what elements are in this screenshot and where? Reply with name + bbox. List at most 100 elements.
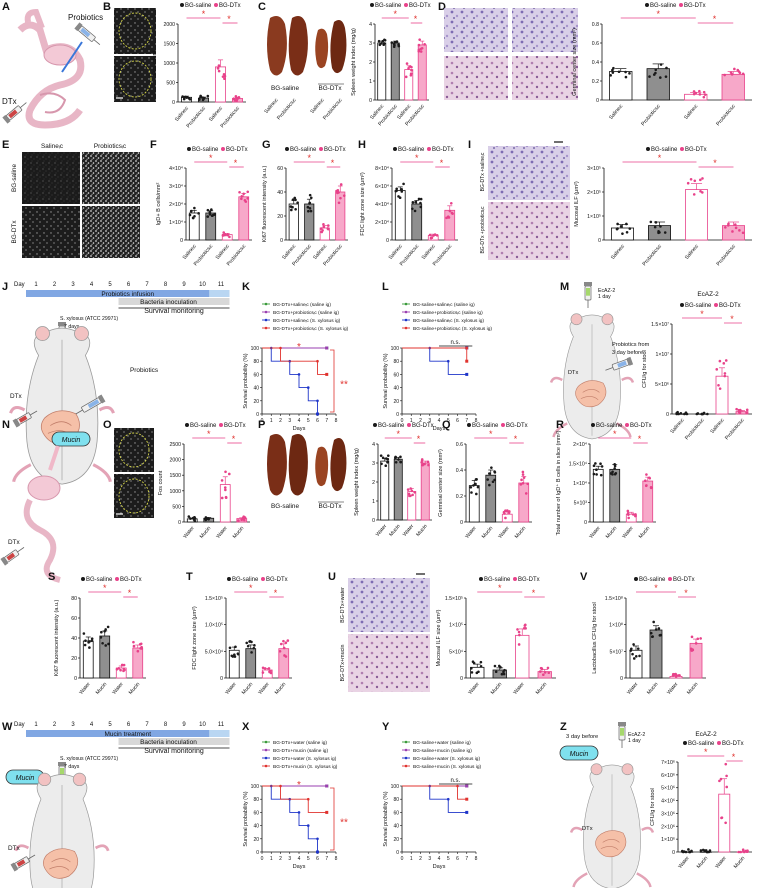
data-point xyxy=(538,670,542,673)
data-point xyxy=(411,493,414,497)
mouse-ear xyxy=(570,313,583,326)
x-tick-label: Salineᵢc xyxy=(709,417,725,435)
legend-dot-dtx xyxy=(668,577,672,581)
data-point xyxy=(600,465,604,468)
event-marker xyxy=(279,346,282,350)
data-point xyxy=(253,644,256,647)
micrograph xyxy=(512,8,578,52)
legend-dot-saline xyxy=(467,423,471,427)
sig-star: * xyxy=(498,583,502,593)
data-point xyxy=(309,196,313,200)
data-point xyxy=(665,66,668,70)
data-point xyxy=(699,849,703,852)
y-tick-label: 0 xyxy=(220,676,223,682)
mouse-gut xyxy=(43,848,79,879)
data-point xyxy=(339,183,343,186)
data-point xyxy=(526,482,529,486)
data-point xyxy=(648,75,651,78)
mouse-paw xyxy=(616,422,632,438)
legend-dot-saline xyxy=(187,147,191,151)
x-tick-label: Probioticsᵢc xyxy=(276,97,298,121)
intestine-shape xyxy=(17,21,85,129)
micrograph-image xyxy=(82,206,140,258)
y-tick-label: 500 xyxy=(166,81,175,87)
y-tick-label: 3×10⁴ xyxy=(169,184,183,190)
legend: BG-saline BG-DTx xyxy=(645,3,706,9)
panel-letter-B: B xyxy=(103,1,111,13)
sig-star: * xyxy=(713,14,717,24)
data-point xyxy=(703,93,707,96)
region-outline xyxy=(118,12,152,50)
fos-micrographs-O xyxy=(114,428,154,518)
x-tick-label: 1 xyxy=(270,418,273,424)
data-point xyxy=(502,672,506,676)
data-point xyxy=(377,39,381,43)
data-point xyxy=(223,486,227,489)
micrograph-image xyxy=(488,202,570,260)
data-point xyxy=(653,225,657,229)
y-tick-label: 20 xyxy=(253,399,259,405)
legend-dot-dtx xyxy=(319,147,323,151)
data-point xyxy=(421,463,424,467)
legend-marker xyxy=(264,302,268,306)
data-point xyxy=(386,460,389,464)
bar xyxy=(420,462,430,521)
data-point xyxy=(477,670,480,674)
data-point xyxy=(717,384,720,387)
bar xyxy=(304,203,315,241)
data-point xyxy=(730,73,734,76)
ilf-histology-U: BG-DTx+water BG-DTx+mucin xyxy=(340,573,425,682)
legend-dot-saline xyxy=(646,147,650,151)
row-label: BG-DTx+mucin xyxy=(340,645,346,682)
x-tick-label: 8 xyxy=(475,418,478,424)
data-point xyxy=(208,210,212,214)
day-number: 7 xyxy=(145,282,149,288)
bar-chart-Z: 0 1×10⁶ 2×10⁶ 3×10⁶ 4×10⁶ 5×10⁶ 6×10⁶ 7×10⁶ CFU/… xyxy=(650,741,752,870)
data-point xyxy=(627,513,630,516)
legend-label-dtx: BG-DTx xyxy=(226,147,248,153)
x-tick-label: 3 xyxy=(288,418,291,424)
legend-dot-dtx xyxy=(404,3,408,7)
data-point xyxy=(470,671,474,674)
data-point xyxy=(469,485,473,489)
data-point xyxy=(718,387,722,390)
sig-star: * xyxy=(713,158,717,168)
data-point xyxy=(542,673,545,677)
data-point xyxy=(217,64,221,67)
data-point xyxy=(705,850,709,854)
x-tick-label: 1 xyxy=(410,418,413,424)
esophagus-shape xyxy=(48,445,60,471)
data-point xyxy=(503,512,506,515)
panel-letter-P: P xyxy=(258,419,265,431)
legend-marker xyxy=(264,318,268,322)
y-tick-label: 1×10⁸ xyxy=(609,623,623,629)
panel-letter-H: H xyxy=(358,139,366,151)
y-tick-label: 2×10⁴ xyxy=(573,442,587,448)
legend-dot-saline xyxy=(185,423,189,427)
legend: BG-saline BG-DTx xyxy=(285,147,346,153)
mouse-M: EcAZ-21 day Probiotics from 3 day before DT… xyxy=(549,282,650,440)
x-tick-label: Salineᵢc xyxy=(610,243,626,261)
legend-label-saline: BG-saline xyxy=(185,3,212,9)
y-tick-label: 2000 xyxy=(163,22,175,28)
data-point xyxy=(696,412,700,415)
bar xyxy=(721,73,745,101)
panel-letter-E: E xyxy=(2,139,9,151)
survival-line xyxy=(262,347,327,375)
sig-star: * xyxy=(128,588,132,598)
sig-star: * xyxy=(227,14,231,24)
data-point xyxy=(397,195,400,198)
data-point xyxy=(384,464,388,468)
data-point xyxy=(691,648,694,651)
bar-chart-T: 0 5.0×10⁴ 1.0×10⁵ 1.5×10⁵ FDC light zone siz… xyxy=(192,577,292,696)
data-point xyxy=(547,671,551,675)
data-point xyxy=(692,193,696,196)
data-point xyxy=(722,362,726,365)
y-tick-label: 0 xyxy=(74,676,77,682)
legend: BG-saline BG-DTx xyxy=(227,577,288,583)
data-point xyxy=(631,513,635,516)
legend-dot-dtx xyxy=(679,3,683,7)
legend-dot-saline xyxy=(373,423,377,427)
